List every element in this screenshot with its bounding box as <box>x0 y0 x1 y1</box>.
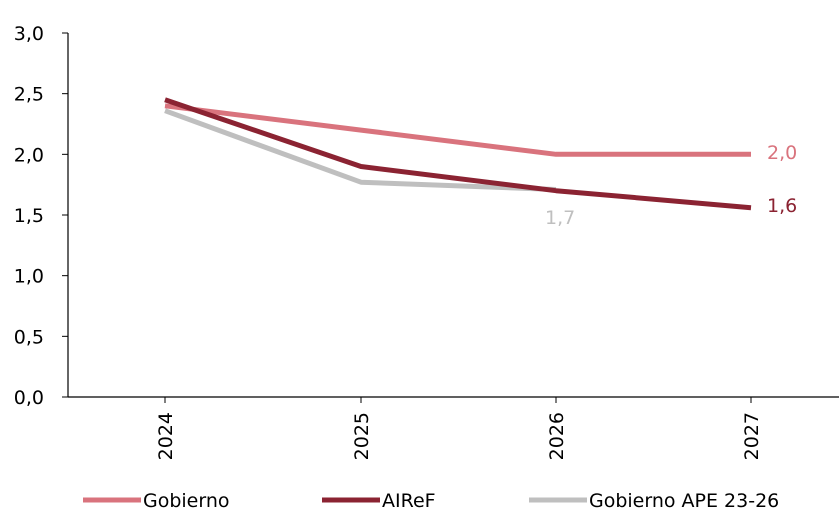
legend-label: Gobierno APE 23-26 <box>589 490 779 510</box>
y-axis-ticks: 0,0 0,5 1,0 1,5 2,0 2,5 3,0 <box>14 23 68 409</box>
y-tick-label: 2,5 <box>14 84 44 106</box>
x-tick-label: 2026 <box>546 412 568 460</box>
legend-label: AIReF <box>382 490 436 510</box>
y-tick-label: 0,5 <box>14 326 44 348</box>
data-labels: 2,0 1,6 1,7 <box>545 142 797 229</box>
data-label-gobierno: 2,0 <box>767 142 797 164</box>
y-tick-label: 2,0 <box>14 144 44 166</box>
series-line-gobierno <box>164 103 751 157</box>
series-lines <box>164 97 752 211</box>
data-label-airef: 1,6 <box>767 195 797 217</box>
x-tick-label: 2024 <box>155 412 177 460</box>
x-axis-ticks: 2024 2025 2026 2027 <box>155 397 763 460</box>
legend-label: Gobierno <box>143 490 230 510</box>
y-tick-label: 1,5 <box>14 205 44 227</box>
x-tick-label: 2025 <box>351 412 373 460</box>
x-tick-label: 2027 <box>741 412 763 460</box>
series-line-gobierno-ape-23-26 <box>164 108 557 192</box>
y-tick-label: 1,0 <box>14 266 44 288</box>
data-label-gobierno-ape-23-26: 1,7 <box>545 207 575 229</box>
legend: Gobierno AIReF Gobierno APE 23-26 <box>83 490 779 510</box>
y-tick-label: 3,0 <box>14 23 44 45</box>
y-tick-label: 0,0 <box>14 387 44 409</box>
series-line-airef <box>164 97 752 211</box>
